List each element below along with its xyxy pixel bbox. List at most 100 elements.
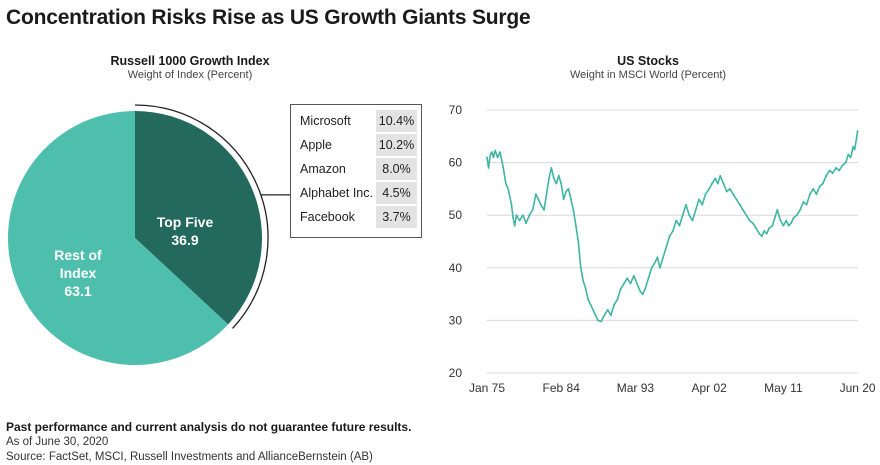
series-point: [694, 209, 697, 211]
series-point: [550, 167, 553, 169]
callout-company-name: Apple: [300, 138, 332, 152]
series-point: [738, 203, 741, 206]
series-point: [790, 222, 792, 224]
series-point: [787, 224, 790, 227]
series-point: [626, 277, 629, 280]
callout-company-name: Alphabet Inc.: [300, 186, 373, 200]
series-point: [491, 151, 493, 153]
y-tick-label: 70: [449, 103, 463, 117]
series-point: [704, 193, 707, 196]
pie-chart: Top Five 36.9 Rest of Index 63.1: [7, 104, 290, 365]
page-title: Concentration Risks Rise as US Growth Gi…: [6, 6, 531, 29]
pie-chart-subtitle: Weight of Index (Percent): [127, 69, 253, 81]
series-point: [742, 209, 744, 211]
series-point: [597, 319, 599, 322]
series-point: [557, 174, 560, 177]
series-point: [776, 209, 779, 211]
series-point: [748, 219, 751, 222]
series-point: [594, 314, 597, 316]
series-point: [773, 216, 776, 219]
series-point: [496, 156, 499, 159]
series-point: [510, 203, 513, 206]
series-point: [502, 167, 505, 169]
series-point: [792, 216, 795, 219]
series-point: [711, 182, 713, 185]
series-point: [847, 153, 850, 156]
pie-slice-value-label: 63.1: [64, 283, 91, 299]
series-point: [555, 182, 558, 185]
series-point: [636, 282, 638, 285]
pie-chart-title: Russell 1000 Growth Index: [110, 54, 270, 68]
series-point: [745, 214, 748, 217]
callout-company-weight: 10.4%: [376, 110, 417, 132]
series-point: [812, 188, 815, 190]
series-point: [659, 266, 661, 269]
series-point: [768, 227, 770, 230]
callout-row: Alphabet Inc. 4.5%: [291, 182, 421, 206]
series-point: [765, 232, 768, 235]
series-point: [825, 174, 828, 177]
series-point: [758, 232, 761, 235]
series-point: [802, 201, 805, 203]
series-point: [487, 167, 490, 169]
y-tick-label: 60: [449, 156, 463, 170]
series-point: [818, 185, 821, 188]
series-point: [809, 193, 811, 196]
series-point: [844, 161, 847, 164]
series-point: [619, 287, 622, 290]
series-point: [853, 148, 856, 151]
callout-company-name: Amazon: [300, 162, 346, 176]
series-point: [755, 227, 757, 230]
series-point: [515, 214, 518, 217]
y-tick-label: 20: [449, 366, 463, 380]
pie-slice-rest-of-index: [7, 111, 229, 365]
series-point: [785, 219, 788, 222]
series-point: [644, 287, 647, 290]
series-point: [831, 172, 834, 174]
series-point: [589, 303, 592, 306]
callout-company-weight: 3.7%: [376, 206, 417, 228]
series-point: [662, 256, 664, 259]
series-point: [654, 261, 656, 264]
us-weight-series-line: [486, 130, 859, 323]
series-point: [641, 293, 644, 295]
line-chart: 20 30 40 50 60 70 Jan 75 Feb 84 Mar 93 Apr 02 May …: [449, 103, 875, 395]
series-point: [548, 177, 550, 180]
series-point: [537, 198, 540, 201]
series-point: [507, 188, 510, 190]
x-tick-label: Jun 20: [840, 381, 875, 395]
series-point: [779, 219, 782, 222]
series-point: [616, 298, 619, 301]
series-point: [763, 230, 766, 232]
series-point: [639, 290, 642, 293]
series-point: [732, 193, 735, 196]
series-point: [822, 182, 824, 185]
series-point: [528, 214, 531, 217]
series-point: [828, 169, 831, 172]
series-point: [587, 298, 589, 301]
callout-row: Apple 10.2%: [291, 134, 421, 158]
series-point: [565, 190, 567, 193]
series-point: [722, 182, 725, 185]
series-point: [771, 224, 774, 227]
series-point: [856, 130, 859, 132]
series-point: [531, 209, 534, 211]
y-tick-label: 30: [449, 313, 463, 327]
series-point: [592, 309, 594, 311]
series-point: [678, 224, 681, 227]
series-point: [668, 235, 671, 238]
series-point: [579, 266, 582, 269]
y-tick-label: 50: [449, 208, 463, 222]
pie-slice-name-label: Index: [60, 265, 97, 281]
series-point: [782, 224, 785, 227]
series-point: [688, 214, 691, 217]
series-point: [815, 193, 818, 196]
series-point: [518, 219, 521, 222]
footer-disclaimer: Past performance and current analysis do…: [6, 420, 412, 434]
series-point: [613, 303, 616, 306]
callout-company-name: Facebook: [300, 210, 355, 224]
line-chart-subtitle: Weight in MSCI World (Percent): [569, 69, 727, 81]
series-point: [855, 138, 858, 140]
series-point: [716, 182, 719, 185]
series-point: [656, 256, 659, 259]
